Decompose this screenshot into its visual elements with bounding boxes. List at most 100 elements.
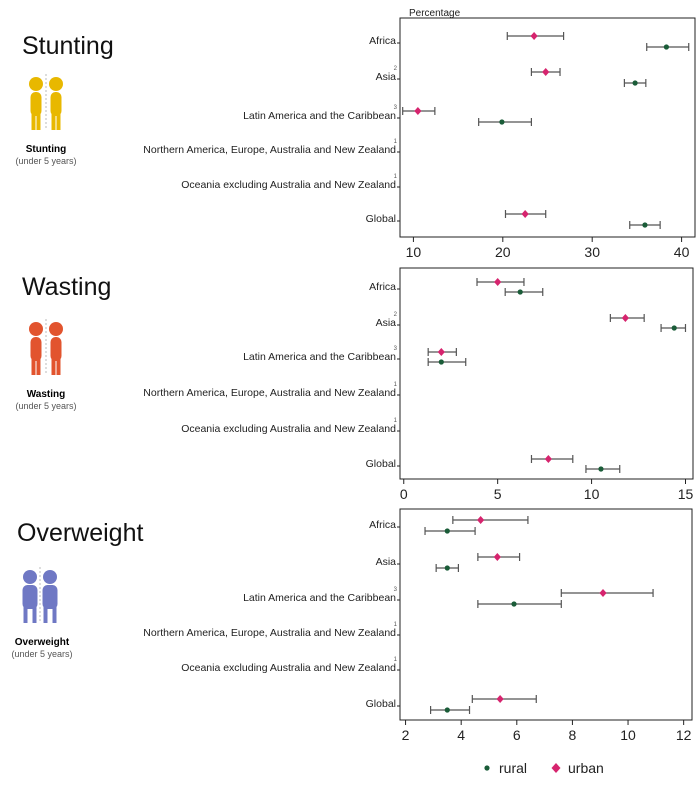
category-superscript: 1	[394, 622, 398, 628]
rural-point	[444, 707, 450, 713]
rural-point	[517, 289, 523, 295]
rural-point	[511, 601, 517, 607]
plot-frame	[399, 17, 696, 238]
child-head-icon	[23, 570, 37, 584]
category-label: Asia	[376, 556, 397, 568]
overweight-icon-caption: Overweight	[15, 637, 70, 648]
x-tick-label: 10	[620, 727, 636, 743]
child-leg-icon	[51, 112, 56, 130]
category-superscript: 3	[394, 587, 398, 593]
category-superscript: 2	[394, 66, 398, 72]
category-label: Oceania excluding Australia and New Zeal…	[181, 179, 396, 191]
plot-frame	[399, 267, 694, 480]
urban-point	[599, 589, 607, 597]
stunting-xlabel: Percentage	[409, 8, 461, 19]
category-superscript: 3	[394, 346, 398, 352]
rural-point	[499, 119, 505, 125]
x-tick-label: 2	[402, 727, 410, 743]
legend-label-urban: urban	[568, 760, 604, 776]
category-label: Latin America and the Caribbean	[243, 351, 396, 363]
category-label: Africa	[369, 281, 396, 293]
x-tick-label: 6	[513, 727, 521, 743]
rural-point	[438, 359, 444, 365]
child-leg-icon	[56, 357, 61, 375]
x-tick-label: 10	[406, 244, 422, 260]
urban-point	[477, 516, 485, 524]
overweight-icon-subcaption: (under 5 years)	[11, 649, 72, 659]
category-superscript: 1	[394, 174, 398, 180]
category-label: Northern America, Europe, Australia and …	[143, 387, 396, 399]
x-tick-label: 12	[676, 727, 692, 743]
category-label: Africa	[369, 35, 396, 47]
legend-marker-rural	[484, 765, 490, 771]
child-head-icon	[43, 570, 57, 584]
urban-point	[493, 553, 501, 561]
x-tick-label: 15	[678, 486, 694, 502]
rural-point	[444, 565, 450, 571]
child-leg-icon	[36, 112, 41, 130]
child-body-icon	[50, 92, 62, 116]
child-body-icon	[30, 337, 42, 361]
child-body-icon	[42, 585, 58, 609]
category-superscript: 3	[394, 105, 398, 111]
category-label: Latin America and the Caribbean	[243, 592, 396, 604]
x-tick-label: 30	[584, 244, 600, 260]
rural-point	[444, 528, 450, 534]
urban-point	[530, 32, 538, 40]
rural-point	[642, 222, 648, 228]
x-tick-label: 4	[457, 727, 465, 743]
category-label: Africa	[369, 519, 396, 531]
urban-point	[621, 314, 629, 322]
child-leg-icon	[32, 605, 37, 623]
category-superscript: 1	[394, 418, 398, 424]
rural-point	[632, 80, 638, 86]
child-leg-icon	[31, 357, 36, 375]
panel-title-overweight: Overweight	[17, 519, 143, 547]
category-superscript: 1	[394, 382, 398, 388]
legend: rural urban	[484, 760, 604, 776]
x-tick-label: 0	[400, 486, 408, 502]
child-leg-icon	[56, 112, 61, 130]
child-head-icon	[49, 322, 63, 336]
category-label: Global	[366, 213, 396, 225]
category-superscript: 2	[394, 312, 398, 318]
stunting-icon-subcaption: (under 5 years)	[15, 156, 76, 166]
rural-point	[598, 466, 604, 472]
category-label: Global	[366, 458, 396, 470]
child-leg-icon	[51, 357, 56, 375]
category-label: Northern America, Europe, Australia and …	[143, 144, 396, 156]
child-head-icon	[49, 77, 63, 91]
category-superscript: 1	[394, 139, 398, 145]
legend-marker-urban	[551, 763, 561, 773]
urban-point	[414, 107, 422, 115]
category-label: Asia	[376, 317, 397, 329]
legend-label-rural: rural	[499, 760, 527, 776]
child-leg-icon	[36, 357, 41, 375]
overweight-plot: 2 4 6 8 10 12 Africa Asia Latin America and the …	[143, 508, 693, 743]
child-body-icon	[30, 92, 42, 116]
urban-point	[544, 455, 552, 463]
x-tick-label: 5	[494, 486, 502, 502]
x-tick-label: 8	[569, 727, 577, 743]
category-label: Global	[366, 698, 396, 710]
x-tick-label: 20	[495, 244, 511, 260]
category-label: Oceania excluding Australia and New Zeal…	[181, 662, 396, 674]
plot-frame	[399, 508, 693, 721]
panel-title-wasting: Wasting	[22, 273, 111, 301]
child-leg-icon	[52, 605, 57, 623]
x-tick-label: 10	[584, 486, 600, 502]
category-label: Latin America and the Caribbean	[243, 110, 396, 122]
wasting-icon-subcaption: (under 5 years)	[15, 401, 76, 411]
child-head-icon	[29, 77, 43, 91]
child-leg-icon	[43, 605, 48, 623]
panel-title-stunting: Stunting	[22, 32, 114, 60]
child-leg-icon	[31, 112, 36, 130]
child-head-icon	[29, 322, 43, 336]
urban-point	[521, 210, 529, 218]
urban-point	[494, 278, 502, 286]
stunting-children-icon: Stunting (under 5 years)	[15, 74, 77, 166]
category-label: Oceania excluding Australia and New Zeal…	[181, 423, 396, 435]
x-tick-label: 40	[674, 244, 690, 260]
